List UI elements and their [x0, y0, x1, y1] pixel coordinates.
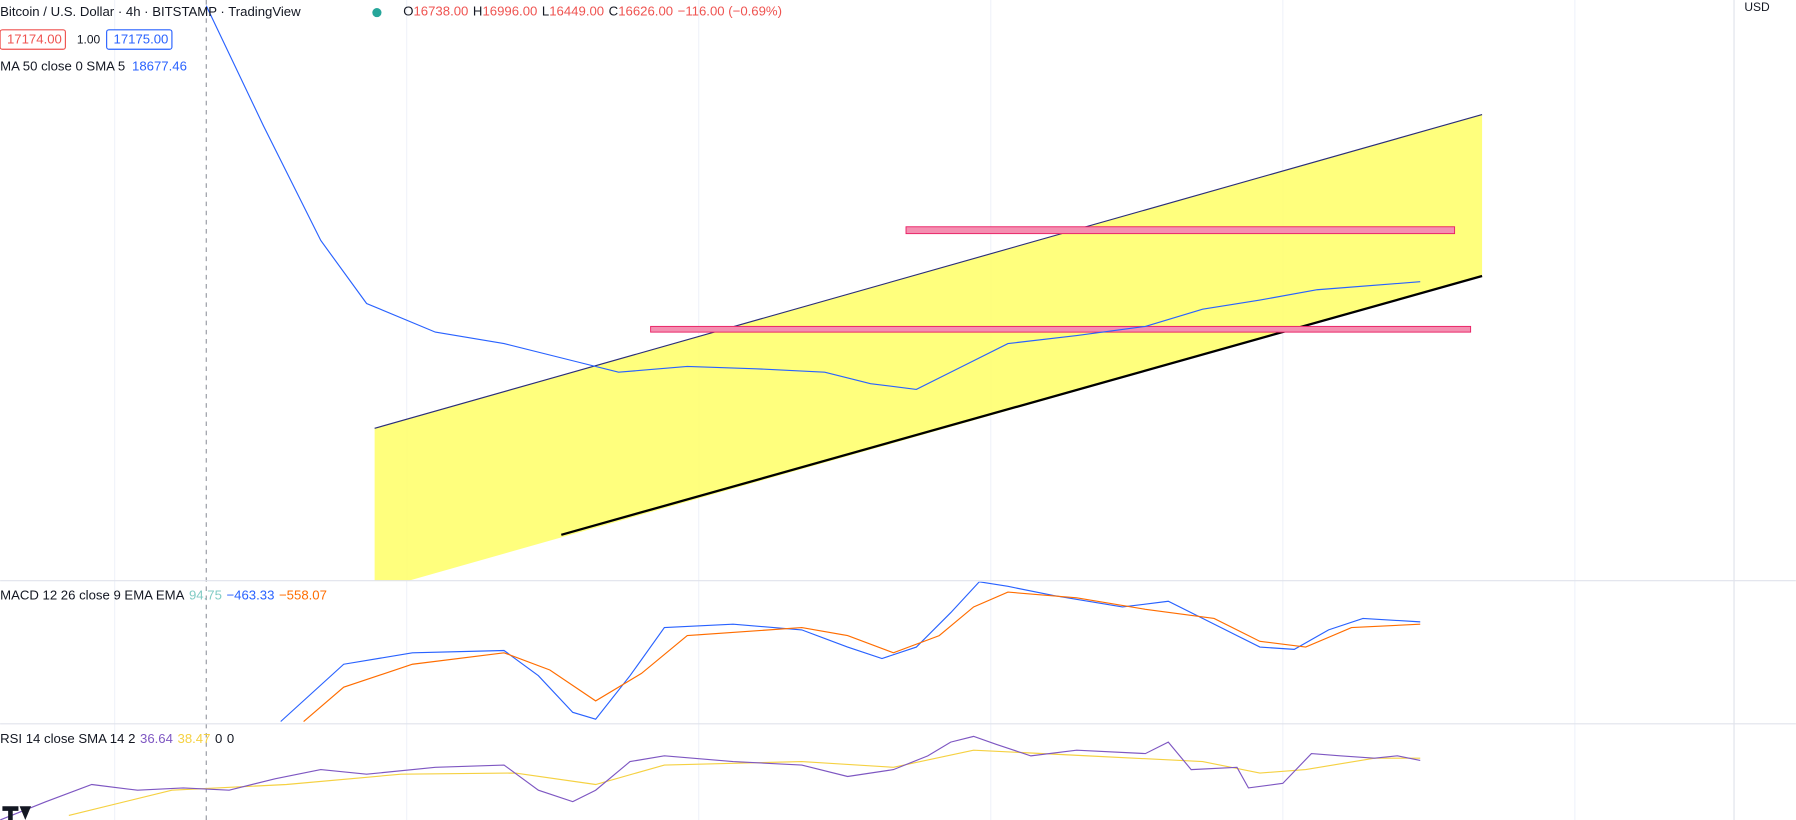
open: 16738.00	[413, 4, 468, 19]
spread: 1.00	[77, 32, 101, 46]
rsi-value: 36.64	[140, 731, 173, 746]
ma-label: MA 50 close 0 SMA 5 18677.46	[0, 59, 187, 74]
moving-average	[205, 5, 1421, 390]
currency: USD	[1744, 0, 1770, 14]
rsi-legend: RSI 14 close SMA 14 2 36.64 38.47 0 0	[0, 731, 234, 746]
ma-value: 18677.46	[132, 59, 187, 74]
resistance-zone	[905, 226, 1456, 235]
bid: 17174.00	[7, 32, 62, 47]
macd-legend: MACD 12 26 close 9 EMA EMA 94.75 −463.33 −5…	[0, 588, 327, 603]
signal-line	[303, 591, 1421, 722]
status-dot	[372, 8, 382, 18]
open-label: O	[403, 4, 413, 19]
channel-bottom	[560, 274, 1483, 536]
macd-hist-value: 94.75	[189, 588, 222, 603]
symbol-title: Bitcoin / U.S. Dollar · 4h · BITSTAMP · …	[0, 4, 301, 19]
tv-logo[interactable]	[2, 806, 32, 820]
support-zone	[650, 325, 1472, 333]
close-label: C	[609, 4, 619, 19]
high: 16996.00	[482, 4, 537, 19]
rsi-sma-value: 38.47	[178, 731, 211, 746]
rsi-label: RSI 14 close SMA 14 2	[0, 731, 135, 746]
low-label: L	[542, 4, 549, 19]
rsi-line	[0, 735, 1421, 820]
macd-label: MACD 12 26 close 9 EMA EMA	[0, 588, 184, 603]
rsi-extra: 0	[215, 731, 222, 746]
bid-box[interactable]	[0, 29, 66, 50]
ohlc: O16738.00 H16996.00 L16449.00 C16626.00 −116…	[403, 4, 782, 19]
signal-value: −558.07	[279, 588, 327, 603]
high-label: H	[473, 4, 483, 19]
ask-box[interactable]	[106, 29, 173, 50]
rsi-extra: 0	[227, 731, 234, 746]
change: −116.00 (−0.69%)	[678, 4, 782, 19]
macd-line	[280, 581, 1421, 722]
channel-top	[374, 113, 1483, 429]
low: 16449.00	[549, 4, 604, 19]
rsi-sma	[68, 749, 1421, 816]
close: 16626.00	[618, 4, 673, 19]
macd-lines	[280, 581, 1421, 722]
ma-name: MA 50 close 0 SMA 5	[0, 59, 125, 74]
ask: 17175.00	[114, 32, 169, 47]
macd-value: −463.33	[226, 588, 274, 603]
rsi-lines	[0, 735, 1421, 820]
